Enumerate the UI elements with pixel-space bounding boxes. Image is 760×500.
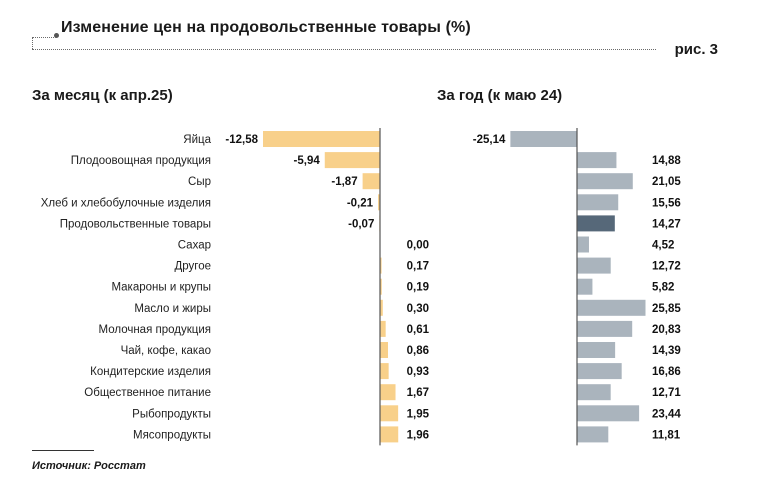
chart-title: Изменение цен на продовольственные товар… — [61, 19, 471, 36]
title-dotted-line — [32, 37, 56, 38]
monthly-bar — [380, 257, 382, 274]
monthly-value-label: 0,17 — [407, 261, 429, 273]
monthly-value-label: -1,87 — [331, 176, 357, 188]
yearly-value-label: 12,72 — [652, 261, 681, 273]
yearly-bar — [577, 215, 615, 232]
yearly-value-label: 14,39 — [652, 345, 681, 357]
yearly-bar — [577, 405, 640, 422]
monthly-bar — [380, 363, 389, 380]
monthly-bar — [378, 194, 380, 211]
yearly-value-label: 25,85 — [652, 303, 681, 315]
figure-dotted-line — [32, 49, 656, 50]
source-note: Источник: Росстат — [32, 460, 146, 472]
monthly-value-label: 1,67 — [407, 387, 429, 399]
monthly-value-label: 0,86 — [407, 345, 429, 357]
category-label: Чай, кофе, какао — [121, 345, 211, 357]
monthly-value-label: 0,61 — [407, 324, 430, 336]
yearly-value-label: 12,71 — [652, 387, 681, 399]
yearly-bar — [577, 384, 611, 401]
monthly-bar — [380, 342, 388, 358]
title-dotted-tick — [32, 37, 33, 49]
yearly-value-label: 15,56 — [652, 197, 681, 209]
monthly-value-label: 1,96 — [407, 429, 429, 441]
category-label: Сахар — [178, 240, 211, 252]
title-bullet — [54, 33, 59, 38]
yearly-value-label: 4,52 — [652, 240, 674, 252]
monthly-value-label: 0,30 — [407, 303, 429, 315]
yearly-bar — [510, 131, 577, 147]
yearly-bar — [577, 342, 616, 358]
monthly-value-label: 0,93 — [407, 366, 429, 378]
yearly-bar — [577, 173, 633, 190]
category-label: Плодоовощная продукция — [71, 155, 211, 167]
yearly-value-label: 14,27 — [652, 218, 681, 230]
yearly-value-label: 23,44 — [652, 408, 681, 420]
figure-label: рис. 3 — [674, 41, 718, 58]
monthly-bar — [380, 384, 396, 401]
source-divider — [32, 450, 94, 451]
yearly-bar — [577, 236, 589, 253]
category-label: Общественное питание — [84, 387, 211, 399]
yearly-bar — [577, 194, 619, 211]
yearly-value-label: 16,86 — [652, 366, 681, 378]
monthly-value-label: -0,07 — [348, 218, 374, 230]
category-label: Продовольственные товары — [60, 218, 211, 230]
monthly-value-label: -0,21 — [347, 197, 374, 209]
yearly-value-label: 5,82 — [652, 282, 674, 294]
category-label: Другое — [174, 261, 211, 273]
category-label: Молочная продукция — [99, 324, 212, 336]
yearly-bar — [577, 320, 633, 337]
monthly-subtitle: За месяц (к апр.25) — [32, 87, 173, 104]
monthly-value-label: 0,00 — [407, 240, 429, 252]
category-label: Мясопродукты — [133, 429, 211, 441]
yearly-value-label: -25,14 — [473, 134, 506, 146]
category-label: Масло и жиры — [134, 303, 211, 315]
yearly-bar — [577, 363, 622, 380]
category-label: Сыр — [188, 176, 211, 188]
monthly-bar — [380, 405, 399, 422]
monthly-bar — [263, 131, 380, 147]
yearly-bar — [577, 299, 646, 316]
monthly-value-label: -12,58 — [225, 134, 258, 146]
category-label: Яйца — [183, 134, 211, 146]
monthly-bar — [380, 320, 386, 337]
monthly-bar — [362, 173, 380, 190]
monthly-bar — [380, 299, 383, 316]
yearly-bar — [577, 152, 617, 169]
category-label: Макароны и крупы — [111, 282, 211, 294]
monthly-bar — [324, 152, 380, 169]
monthly-value-label: 1,95 — [407, 408, 430, 420]
yearly-value-label: 14,88 — [652, 155, 681, 167]
yearly-bar — [577, 257, 611, 274]
monthly-bar — [380, 426, 399, 443]
yearly-bar — [577, 426, 609, 443]
yearly-value-label: 21,05 — [652, 176, 681, 188]
monthly-bar — [380, 278, 382, 295]
yearly-bar — [577, 278, 593, 295]
yearly-value-label: 11,81 — [652, 429, 681, 441]
category-label: Хлеб и хлебобулочные изделия — [41, 197, 211, 209]
yearly-value-label: 20,83 — [652, 324, 681, 336]
monthly-value-label: 0,19 — [407, 282, 429, 294]
yearly-subtitle: За год (к маю 24) — [437, 87, 563, 104]
category-label: Кондитерские изделия — [90, 366, 211, 378]
category-label: Рыбопродукты — [132, 408, 211, 420]
monthly-value-label: -5,94 — [294, 155, 321, 167]
